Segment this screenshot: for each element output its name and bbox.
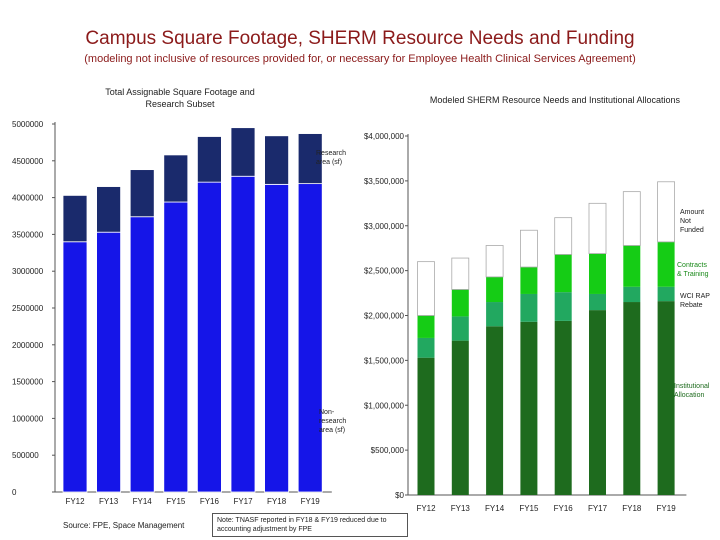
accounting-note: Note: TNASF reported in FY18 & FY19 redu… [212,513,408,537]
non-research-bar [129,216,155,493]
wci-rap-rebate-bar [451,316,469,341]
left-x-tick-label: FY19 [301,497,321,506]
left-x-tick-label: FY15 [166,497,186,506]
non-research-bar [196,181,222,493]
institutional-allocation-bar [451,340,469,495]
left-y-tick-label: 3000000 [12,267,44,276]
non-research-bar [62,241,88,493]
right-x-tick-label: FY17 [588,504,608,513]
left-x-tick-label: FY16 [200,497,220,506]
research-bar [230,127,256,177]
right-x-tick-label: FY12 [416,504,436,513]
institutional-allocation-bar [554,320,572,495]
amount-not-funded-bar [554,217,573,255]
contracts-training-bar [417,315,435,338]
right-chart-title: Modeled SHERM Resource Needs and Institu… [429,95,681,105]
left-y-tick-label: 2500000 [12,304,44,313]
right-y-tick-label: $0 [395,491,404,500]
right-y-tick-label: $2,000,000 [364,312,405,321]
institutional-allocation-bar [657,301,675,495]
non-research-bar [297,183,323,493]
left-y-tick-label: 3500000 [12,230,44,239]
contracts-training-bar [623,245,641,287]
institutional-allocation-bar [417,357,435,495]
left-y-tick-label: 1000000 [12,414,44,423]
page-title: Campus Square Footage, SHERM Resource Ne… [85,28,635,49]
research-bar [196,136,222,183]
non-research-bar [163,201,189,493]
left-chart-title: Total Assignable Square Footage and Rese… [105,87,255,109]
right-x-tick-label: FY18 [622,504,642,513]
research-area-label: Research area (sf) [316,150,346,166]
right-y-tick-label: $2,500,000 [364,267,405,276]
research-bar [297,133,323,185]
research-bar [62,194,88,243]
wci-rap-rebate-bar [623,286,641,303]
left-y-tick-label: 2000000 [12,341,44,350]
research-bar [129,169,155,218]
non-research-bar [264,183,290,493]
page-subtitle: (modeling not inclusive of resources pro… [84,53,636,65]
wci-rap-rebate-bar [589,293,606,311]
non-research-bar [96,231,121,493]
source-note: Source: FPE, Space Management [63,521,185,530]
wci-rap-rebate-bar [486,302,504,327]
contracts-training-bar [451,289,469,317]
left-y-tick-label: 5000000 [12,120,44,129]
amount-not-funded-bar [417,261,435,316]
contracts-training-bar [589,253,606,294]
left-y-tick-label: 4000000 [12,194,44,203]
amount-not-funded-bar [485,245,504,278]
research-bar [264,135,290,185]
non-research-bar [230,175,256,493]
contracts-training-bar [554,254,572,293]
left-x-tick-label: FY17 [233,497,253,506]
amount-not-funded-bar [520,229,538,268]
right-y-tick-label: $500,000 [371,446,405,455]
institutional-allocation-bar [486,326,504,495]
institutional-allocation-label: Institutional Allocation [674,383,710,399]
wci-rap-rebate-bar [417,337,435,358]
right-y-tick-label: $4,000,000 [364,132,405,141]
institutional-allocation-bar [623,302,641,495]
amount-not-funded-bar [451,257,470,290]
amount-not-funded-bar [622,191,641,246]
right-x-tick-label: FY15 [519,504,539,513]
left-y-tick-label: 0 [12,488,17,497]
left-y-tick-label: 500000 [12,451,39,460]
right-x-tick-label: FY19 [657,504,677,513]
left-x-tick-label: FY12 [65,497,85,506]
contracts-training-bar [486,276,504,303]
left-x-tick-label: FY18 [267,497,287,506]
left-x-tick-label: FY13 [99,497,119,506]
right-x-tick-label: FY16 [554,504,574,513]
contracts-training-bar [520,267,538,294]
contracts-training-label: Contracts & Training [677,262,709,278]
left-y-tick-label: 1500000 [12,378,44,387]
non-research-area-label: Non-research area (sf) [319,409,346,434]
wci-rap-rebate-label: WCI RAP Rebate [680,293,710,309]
right-x-tick-label: FY13 [451,504,471,513]
institutional-allocation-bar [589,310,606,495]
right-y-tick-label: $3,000,000 [364,222,405,231]
research-bar [163,154,189,203]
wci-rap-rebate-bar [554,292,572,321]
amount-not-funded-bar [657,181,675,243]
amount-not-funded-label: Amount Not Funded [680,209,704,234]
amount-not-funded-bar [588,202,607,254]
right-y-tick-label: $3,500,000 [364,177,405,186]
research-bar [96,186,121,233]
wci-rap-rebate-bar [657,286,675,302]
left-x-tick-label: FY14 [133,497,153,506]
right-x-tick-label: FY14 [485,504,505,513]
wci-rap-rebate-bar [520,293,538,322]
right-y-tick-label: $1,000,000 [364,401,405,410]
left-y-tick-label: 4500000 [12,157,44,166]
institutional-allocation-bar [520,321,538,495]
contracts-training-bar [657,241,675,287]
right-y-tick-label: $1,500,000 [364,356,405,365]
